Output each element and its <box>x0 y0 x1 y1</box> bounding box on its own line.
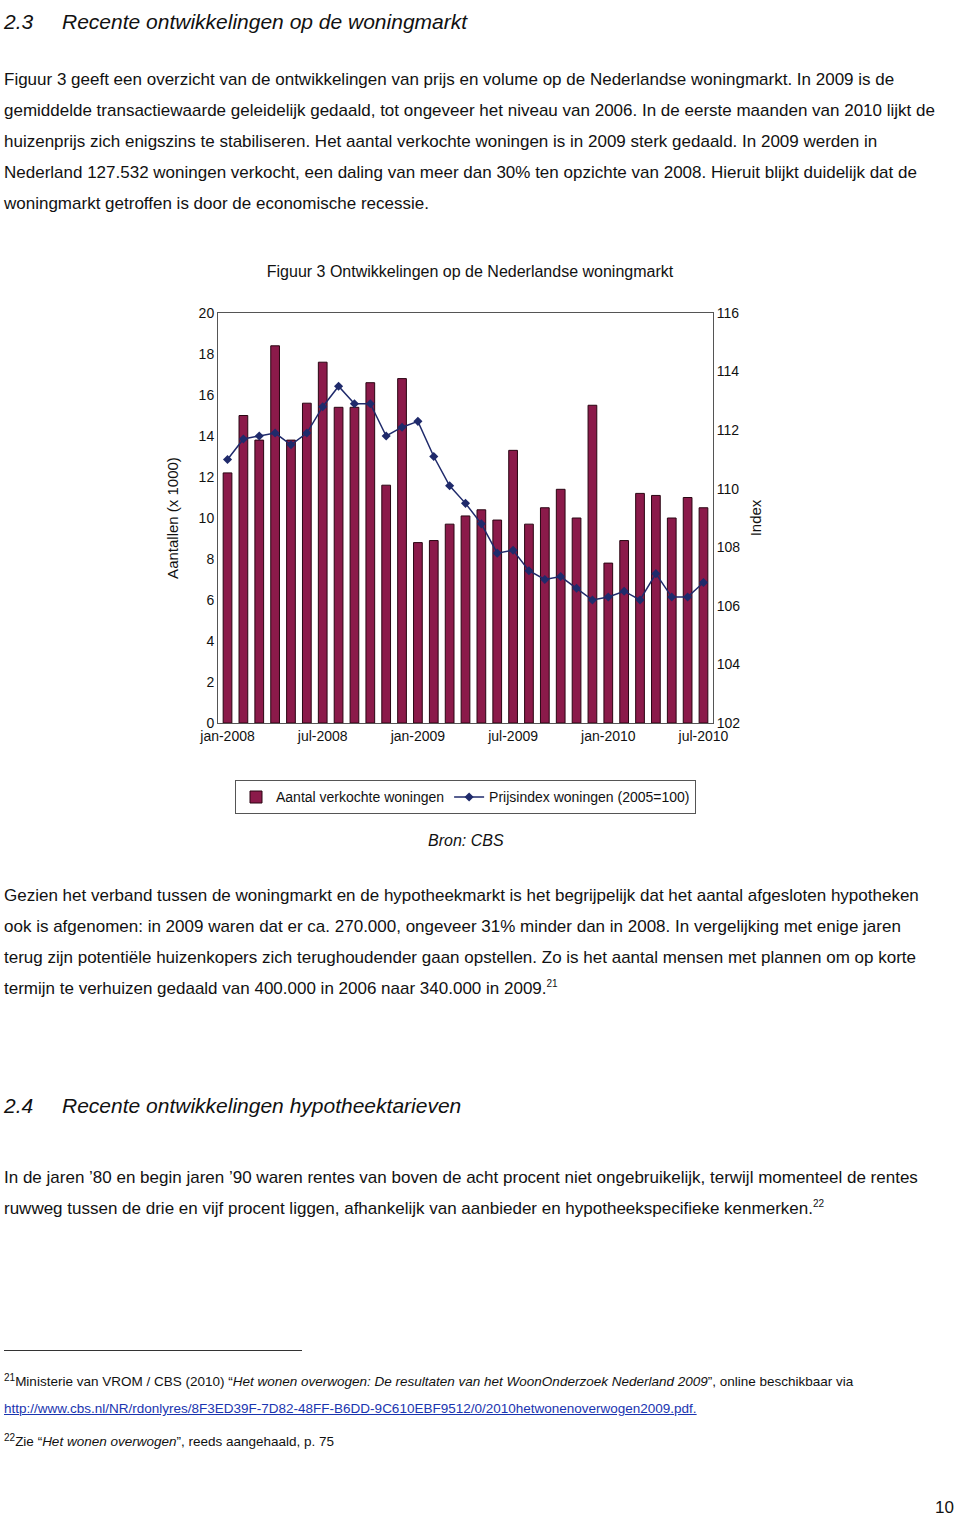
svg-text:102: 102 <box>717 715 741 731</box>
svg-text:104: 104 <box>717 656 741 672</box>
svg-text:2: 2 <box>206 674 214 690</box>
svg-text:Bron: CBS: Bron: CBS <box>428 832 504 849</box>
svg-text:Prijsindex woningen (2005=100): Prijsindex woningen (2005=100) <box>489 789 689 805</box>
html-text:In de jaren ’80 en begin jaren: In de jaren ’80 en begin jaren ’90 waren… <box>4 1168 918 1218</box>
html-text:Recente ontwikkelingen op de w: Recente ontwikkelingen op de woningmarkt <box>62 10 468 33</box>
svg-text:4: 4 <box>206 633 214 649</box>
svg-text:jul-2008: jul-2008 <box>297 728 348 744</box>
html-text:10: 10 <box>935 1498 954 1517</box>
html-text:2.4: 2.4 <box>4 1094 34 1117</box>
svg-text:Aantal verkochte woningen: Aantal verkochte woningen <box>276 789 444 805</box>
svg-text:10: 10 <box>199 510 215 526</box>
svg-text:8: 8 <box>206 551 214 567</box>
svg-text:0: 0 <box>206 715 214 731</box>
svg-text:20: 20 <box>199 305 215 321</box>
svg-text:Index: Index <box>747 499 764 536</box>
svg-text:18: 18 <box>199 346 215 362</box>
svg-text:14: 14 <box>199 428 215 444</box>
svg-text:6: 6 <box>206 592 214 608</box>
svg-text:jan-2009: jan-2009 <box>390 728 446 744</box>
svg-text:jul-2009: jul-2009 <box>487 728 538 744</box>
html-text:Gezien het verband tussen de w: Gezien het verband tussen de woningmarkt… <box>4 886 919 998</box>
svg-text:108: 108 <box>717 539 741 555</box>
svg-text:112: 112 <box>717 422 740 438</box>
svg-text:jul-2010: jul-2010 <box>678 728 729 744</box>
html-text:21: 21 <box>546 978 558 990</box>
html-text:22Zie “ Het wonen overwogen ”,: 22Zie “ Het wonen overwogen ”, reeds aan… <box>4 1431 335 1449</box>
html-text:Recente ontwikkelingen hypothe: Recente ontwikkelingen hypotheektarieven <box>62 1094 462 1117</box>
svg-text:106: 106 <box>717 598 741 614</box>
svg-text:110: 110 <box>717 481 740 497</box>
svg-text:Figuur 3 Ontwikkelingen op de: Figuur 3 Ontwikkelingen op de Nederlands… <box>267 263 674 280</box>
svg-text:16: 16 <box>199 387 215 403</box>
svg-text:116: 116 <box>717 305 740 321</box>
html-text:Figuur 3 geeft een overzicht v: Figuur 3 geeft een overzicht van de ontw… <box>4 70 935 213</box>
svg-text:jan-2010: jan-2010 <box>580 728 636 744</box>
html-text:2.3: 2.3 <box>4 10 34 33</box>
html-text:21Ministerie van VROM / CBS (2: 21Ministerie van VROM / CBS (2010) “ Het… <box>4 1371 854 1389</box>
svg-text:114: 114 <box>717 363 740 379</box>
svg-text:Aantallen (x 1000): Aantallen (x 1000) <box>164 457 181 579</box>
svg-text:jan-2008: jan-2008 <box>199 728 255 744</box>
html-text:http://www.cbs.nl/NR/rdonlyres: http://www.cbs.nl/NR/rdonlyres/8F3ED39F-… <box>4 1401 697 1416</box>
svg-text:12: 12 <box>199 469 215 485</box>
